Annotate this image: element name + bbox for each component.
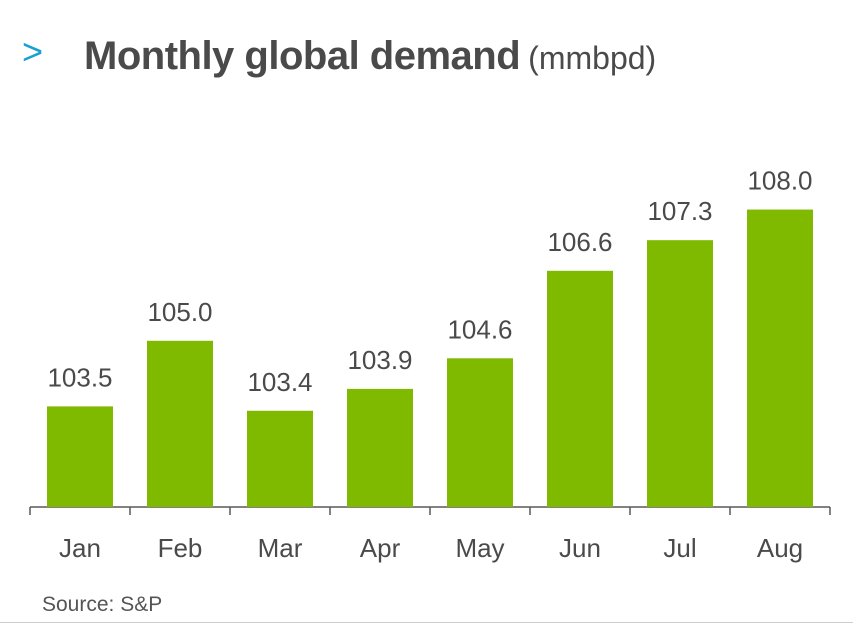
bar-chart: 103.5 Jan 105.0 Feb 103.4 Mar 103.9 Apr 104.6 May…	[29, 166, 831, 563]
bar-feb	[147, 340, 213, 507]
data-label-jan: 103.5	[47, 362, 112, 392]
chart-title: Monthly global demand (mmbpd)	[84, 36, 656, 76]
bar-may	[447, 358, 513, 507]
data-label-jul: 107.3	[647, 196, 712, 226]
x-tick-label-jun: Jun	[559, 533, 601, 563]
x-tick-label-may: May	[455, 533, 504, 563]
bar-apr	[347, 388, 413, 507]
x-tick-label-apr: Apr	[360, 533, 401, 563]
bar-mar	[247, 410, 313, 507]
data-label-apr: 103.9	[347, 345, 412, 375]
chart-unit-label: (mmbpd)	[528, 40, 657, 76]
bar-jun	[547, 270, 613, 507]
chart-title-text: Monthly global demand	[84, 34, 521, 78]
chevron-icon: >	[22, 31, 44, 72]
data-label-feb: 105.0	[147, 297, 212, 327]
bar-jan	[47, 406, 113, 507]
x-tick-label-mar: Mar	[258, 533, 303, 563]
data-label-may: 104.6	[447, 314, 512, 344]
x-tick-label-jan: Jan	[59, 533, 101, 563]
data-label-jun: 106.6	[547, 227, 612, 257]
bar-aug	[747, 209, 813, 507]
data-label-mar: 103.4	[247, 367, 312, 397]
source-note: Source: S&P	[42, 593, 163, 616]
x-tick-label-jul: Jul	[663, 533, 696, 563]
data-label-aug: 108.0	[747, 166, 812, 196]
bar-jul	[647, 240, 713, 507]
x-tick-label-aug: Aug	[757, 533, 803, 563]
bottom-divider	[0, 622, 853, 623]
x-tick-label-feb: Feb	[158, 533, 203, 563]
